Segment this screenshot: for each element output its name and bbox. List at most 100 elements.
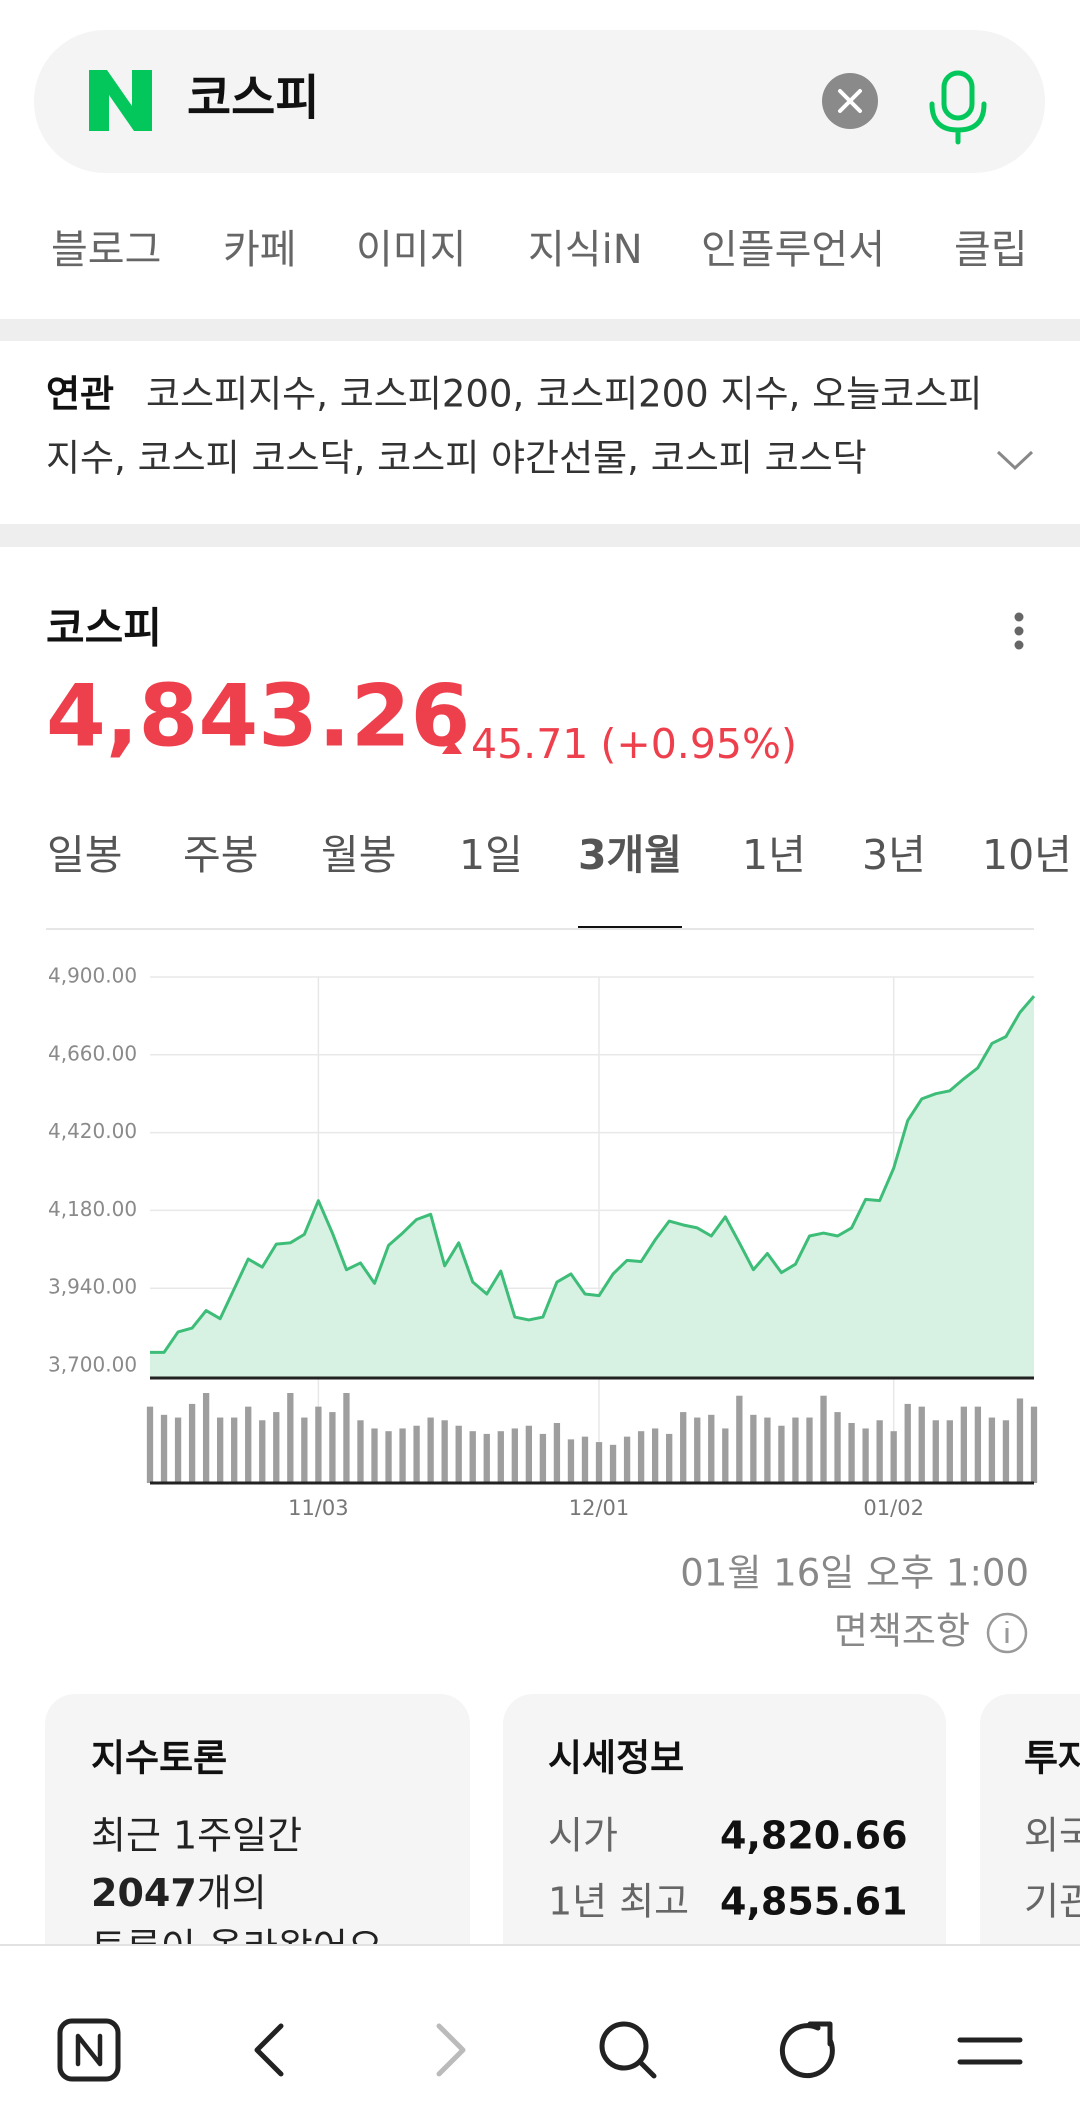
card[interactable]	[503, 1694, 946, 2024]
search-handle	[637, 2059, 657, 2079]
volume-bar	[974, 1406, 982, 1483]
volume-bar	[539, 1433, 547, 1483]
related-line[interactable]: 지수, 코스피 코스닥, 코스피 야간선물, 코스피 코스닥	[46, 437, 867, 480]
volume-bar	[1002, 1420, 1010, 1483]
mic-button[interactable]	[929, 70, 987, 145]
area-fill	[150, 996, 1034, 1378]
more-menu[interactable]	[1014, 612, 1024, 650]
search-tab[interactable]: 블로그	[51, 227, 161, 273]
volume-bar	[862, 1428, 869, 1483]
search-tab[interactable]: 클립	[954, 227, 1028, 273]
quote-label: 시가	[548, 1814, 618, 1858]
volume-bar	[301, 1417, 308, 1483]
card-text: 토론이 올라왔어요	[91, 1926, 383, 1970]
search-button[interactable]	[599, 2021, 649, 2071]
separator	[0, 524, 1080, 547]
volume-bar	[483, 1433, 490, 1483]
volume-bar	[174, 1417, 182, 1483]
volume-bar	[567, 1439, 575, 1483]
period-tab[interactable]: 3개월	[578, 831, 682, 879]
search-query[interactable]: 코스피	[187, 70, 319, 126]
period-tabs: 일봉 주봉 월봉 1일 3개월 1년 3년 10년	[47, 831, 1072, 929]
timestamp: 01월 16일 오후 1:00	[680, 1552, 1029, 1595]
search-tab[interactable]: 인플루언서	[701, 227, 885, 273]
volume-bar	[708, 1414, 715, 1483]
volume-bar	[1016, 1398, 1024, 1483]
volume-bar	[623, 1436, 631, 1483]
card-title: 투자	[1024, 1737, 1080, 1780]
stock-change-percent: (+0.95%)	[600, 720, 797, 768]
volume-bar	[848, 1423, 855, 1483]
volume-bar	[160, 1414, 168, 1483]
volume-bar	[469, 1431, 476, 1483]
related-line[interactable]: 코스피지수, 코스피200, 코스피200 지수, 오늘코스피	[146, 373, 982, 416]
volume-bar	[188, 1403, 196, 1483]
search-tab[interactable]: 카페	[223, 227, 297, 273]
period-tab[interactable]: 주봉	[183, 831, 258, 879]
volume-bar	[904, 1403, 911, 1483]
volume-bar	[553, 1423, 561, 1483]
volume-bar	[736, 1395, 743, 1483]
volume-bar	[455, 1425, 462, 1483]
volume-bar	[792, 1417, 799, 1483]
period-tab[interactable]: 일봉	[47, 831, 122, 879]
quote-value: 4,855.61	[720, 1880, 908, 1924]
card-title: 시세정보	[548, 1737, 684, 1780]
y-tick-label: 4,420.00	[48, 1119, 137, 1143]
search-bar[interactable]	[34, 30, 1045, 173]
card[interactable]	[980, 1694, 1080, 2024]
volume-bar	[427, 1417, 434, 1483]
volume-bar	[217, 1417, 224, 1483]
selected-underline	[578, 926, 682, 929]
volume-bar	[764, 1417, 771, 1483]
period-tab[interactable]: 1년	[742, 831, 806, 879]
naver-logo[interactable]	[89, 70, 152, 131]
period-tab[interactable]: 3년	[862, 831, 926, 879]
volume-bar	[680, 1412, 687, 1483]
menu-button[interactable]	[957, 2037, 1023, 2065]
volume-bar	[441, 1420, 448, 1483]
period-tab[interactable]: 월봉	[321, 831, 396, 879]
x-tick-label: 01/02	[863, 1496, 924, 1520]
stock-price: 4,843.26	[46, 666, 470, 766]
volume-bar	[651, 1428, 659, 1483]
volume-bar	[385, 1431, 392, 1483]
tab-bar: 블로그 카페 이미지 지식iN 인플루언서 클립	[51, 227, 1028, 273]
back-button[interactable]	[254, 2023, 284, 2077]
volume-bar	[315, 1406, 322, 1483]
volume-bar	[918, 1406, 925, 1483]
reload-button[interactable]	[779, 2021, 835, 2079]
volume-bar	[329, 1412, 336, 1483]
disclaimer[interactable]: 면책조항	[834, 1610, 970, 1653]
volume-bar	[988, 1417, 996, 1483]
bottom-nav	[0, 1945, 1080, 2123]
volume-bar	[146, 1406, 154, 1483]
volume-bar	[581, 1436, 589, 1483]
card[interactable]	[45, 1694, 470, 2024]
investor-label: 외국	[1024, 1814, 1080, 1858]
volume-bar	[1030, 1406, 1038, 1483]
investor-label: 기관	[1024, 1880, 1080, 1924]
volume-bar	[637, 1431, 645, 1483]
expand-chevron[interactable]	[996, 450, 1034, 471]
x-tick-label: 12/01	[569, 1496, 630, 1520]
y-tick-label: 4,660.00	[48, 1041, 137, 1065]
volume-bar	[413, 1425, 420, 1483]
separator	[0, 319, 1080, 341]
period-tab[interactable]: 10년	[982, 831, 1072, 879]
volume-bar	[525, 1425, 533, 1483]
home-button[interactable]	[57, 2018, 121, 2082]
info-icon[interactable]	[986, 1612, 1028, 1654]
volume-bar	[399, 1428, 406, 1483]
search-tab[interactable]: 이미지	[356, 227, 466, 273]
search-tab[interactable]: 지식iN	[528, 227, 643, 273]
period-tab[interactable]: 1일	[459, 831, 523, 879]
card-text: 2047개의	[91, 1871, 267, 1915]
y-tick-label: 3,700.00	[48, 1353, 137, 1377]
volume-bar	[960, 1406, 967, 1483]
card-text: 개의	[197, 1871, 267, 1915]
volume-bar	[202, 1393, 210, 1483]
forward-button[interactable]	[436, 2023, 466, 2077]
